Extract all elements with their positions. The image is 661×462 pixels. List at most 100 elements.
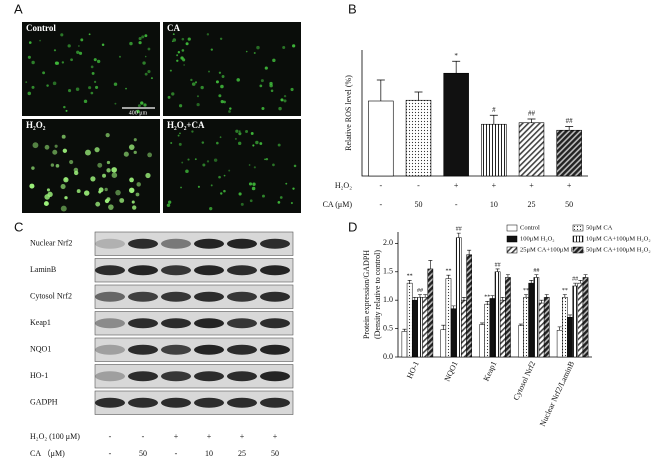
error-bar (529, 279, 534, 284)
band (194, 344, 224, 355)
legend-swatch (506, 235, 518, 243)
cell (208, 70, 210, 73)
band (95, 291, 125, 302)
cell (31, 166, 35, 170)
bar (518, 325, 524, 358)
band (95, 318, 125, 329)
protein-label: HO-1 (30, 371, 48, 380)
cell (70, 58, 73, 62)
cell (144, 34, 148, 38)
legend-label: 25μM CA+100μM H₂O₂ (520, 246, 585, 253)
cell (46, 188, 51, 192)
cell (78, 45, 80, 47)
micrograph (163, 119, 301, 213)
cell (64, 196, 68, 200)
cell (29, 183, 35, 189)
cell (187, 37, 191, 41)
cell (147, 70, 151, 74)
bar (528, 282, 535, 358)
treatment-value: + (492, 181, 497, 190)
bar (427, 268, 434, 358)
error-bar (402, 328, 407, 332)
band (128, 238, 158, 249)
cell (129, 41, 133, 46)
cell (206, 160, 210, 163)
cell (277, 201, 281, 204)
cell (176, 59, 179, 62)
cell (229, 107, 232, 110)
band (260, 397, 290, 408)
cell (61, 61, 65, 64)
cell (234, 137, 237, 140)
error-bar (505, 274, 510, 278)
cell (237, 141, 242, 146)
cell (277, 143, 281, 147)
significance: ## (528, 110, 536, 118)
treatment-value: + (207, 432, 212, 441)
cell (181, 37, 185, 41)
bar (505, 277, 511, 358)
cell (67, 44, 71, 48)
cell (218, 175, 221, 179)
cell (102, 173, 107, 178)
cell (213, 158, 218, 162)
error-bar (414, 91, 423, 101)
legend-swatch (572, 224, 584, 232)
cell (272, 163, 275, 167)
cell (63, 177, 69, 183)
treatment-value: - (142, 432, 145, 441)
bar (489, 298, 496, 358)
protein-label: Nuclear Nrf2 (30, 239, 72, 248)
error-bar (573, 282, 578, 286)
bar (562, 297, 568, 358)
micrograph (22, 119, 160, 213)
cell (210, 48, 213, 51)
cell (210, 184, 213, 187)
cell (185, 42, 189, 46)
cell (108, 204, 114, 210)
cell (25, 81, 28, 83)
error-bar (544, 294, 549, 298)
treatment-value: - (109, 432, 112, 441)
cell (84, 149, 91, 156)
protein-label: GADPH (30, 398, 58, 407)
bar (572, 285, 579, 358)
cell (177, 134, 180, 137)
cell (97, 162, 103, 168)
cell (46, 84, 49, 87)
bar (422, 297, 428, 358)
cell (119, 198, 125, 203)
tile-label: Control (26, 23, 56, 33)
error-bar (578, 279, 583, 284)
band (161, 318, 191, 329)
band (128, 265, 158, 276)
cell (252, 144, 255, 147)
cell (293, 164, 297, 168)
cell (183, 64, 185, 66)
cell (201, 141, 205, 144)
cell (150, 77, 153, 80)
cell (292, 187, 295, 190)
treatment-value: 25 (238, 449, 246, 458)
cell (259, 84, 263, 88)
cell (129, 177, 134, 183)
cell (105, 133, 110, 138)
band (95, 397, 125, 408)
significance: ** (523, 288, 529, 294)
bar (405, 99, 432, 177)
bar (417, 297, 423, 358)
y-tick-label: 1.0 (383, 295, 393, 304)
treatment-value: 25 (528, 200, 536, 209)
cell (215, 80, 219, 84)
bar (481, 123, 507, 177)
cell (248, 164, 251, 166)
band (260, 238, 290, 249)
cell (170, 142, 173, 145)
x-tick-label: Nuclear Nrf2/LaminB (538, 360, 576, 428)
tile-label: CA (167, 23, 180, 33)
cell (290, 202, 293, 205)
bar (577, 282, 584, 358)
treatment-value: - (455, 200, 458, 209)
cell (264, 66, 268, 70)
cell (111, 167, 117, 173)
